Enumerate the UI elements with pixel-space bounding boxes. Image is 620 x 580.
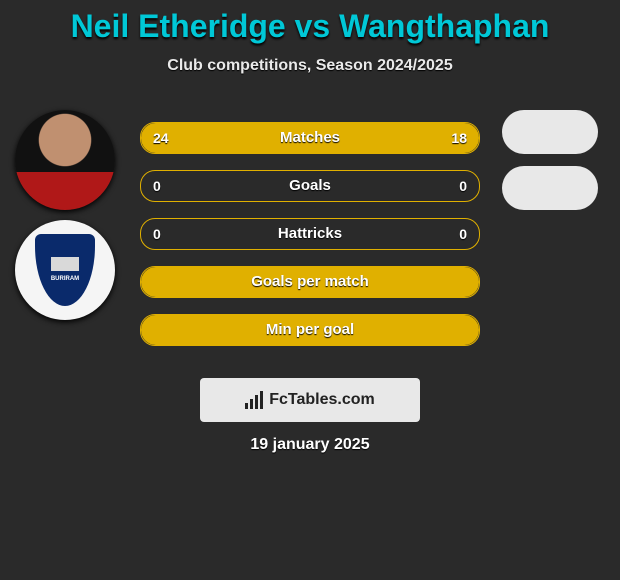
stat-row: Goals0 0 [140, 170, 480, 202]
club-shield-icon: BURIRAM [35, 234, 95, 306]
player2-avatar [502, 110, 598, 154]
stat-label: Goals per match [141, 267, 479, 297]
player2-name: Wangthaphan [339, 8, 549, 44]
stat-label: Hattricks [141, 219, 479, 249]
stat-row: Goals per match [140, 266, 480, 298]
stat-value-right: 18 [451, 123, 467, 153]
club-name: BURIRAM [49, 275, 81, 283]
right-column [490, 110, 610, 222]
site-name: FcTables.com [269, 391, 375, 409]
subtitle: Club competitions, Season 2024/2025 [0, 57, 620, 75]
player1-name: Neil Etheridge [71, 8, 286, 44]
chart-bars-icon [245, 391, 263, 409]
stat-label: Goals [141, 171, 479, 201]
stat-value-left: 0 [153, 171, 161, 201]
player2-club-badge [502, 166, 598, 210]
stat-row: Hattricks0 0 [140, 218, 480, 250]
page-title: Neil Etheridge vs Wangthaphan [0, 0, 620, 45]
stat-label: Matches [141, 123, 479, 153]
snapshot-date: 19 january 2025 [0, 436, 620, 454]
stat-row: Matches24 18 [140, 122, 480, 154]
player1-avatar [15, 110, 115, 210]
stat-value-right: 0 [459, 171, 467, 201]
left-column: BURIRAM [10, 110, 120, 330]
stat-row: Min per goal [140, 314, 480, 346]
comparison-card: Neil Etheridge vs Wangthaphan Club compe… [0, 0, 620, 580]
stat-value-left: 24 [153, 123, 169, 153]
stat-value-right: 0 [459, 219, 467, 249]
stat-label: Min per goal [141, 315, 479, 345]
vs-label: vs [295, 8, 331, 44]
branding-banner[interactable]: FcTables.com [200, 378, 420, 422]
stats-block: Matches2418Goals00Hattricks00Goals per m… [140, 122, 480, 362]
player1-club-badge: BURIRAM [15, 220, 115, 320]
stat-value-left: 0 [153, 219, 161, 249]
